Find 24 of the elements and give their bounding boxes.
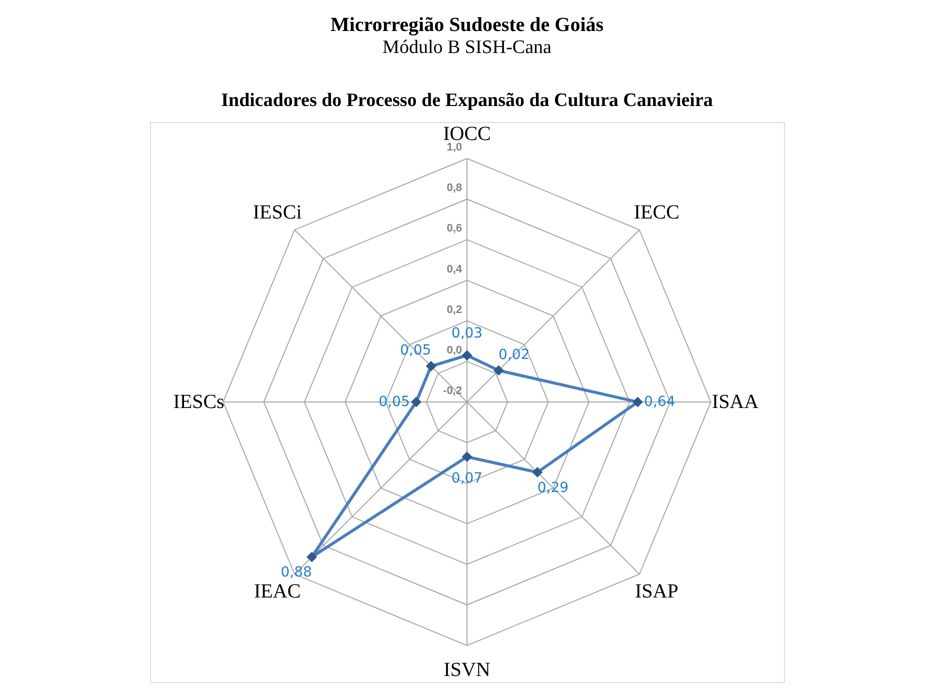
y-tick-label: 0,8 bbox=[446, 182, 462, 194]
data-label: 0,02 bbox=[498, 346, 530, 363]
spoke-label: IEAC bbox=[254, 580, 301, 602]
text: Indicadores do Processo de Expansão da Cultura Canavieira bbox=[221, 90, 714, 111]
data-label: 0,29 bbox=[537, 480, 569, 496]
spoke-label: IECC bbox=[634, 202, 680, 224]
data-label: 0,05 bbox=[400, 342, 432, 359]
spoke-label: ISAP bbox=[634, 580, 678, 602]
data-label: 0,07 bbox=[451, 470, 483, 487]
y-tick-label: 0,6 bbox=[446, 222, 462, 235]
chart-title: Microrregião Sudoeste de Goiás bbox=[330, 14, 604, 36]
data-label: 0,05 bbox=[378, 394, 410, 410]
y-tick-label: 0,4 bbox=[446, 263, 463, 276]
data-label: 0,03 bbox=[451, 325, 483, 342]
spoke-label: IESCs bbox=[173, 391, 225, 413]
spoke-label: IESCi bbox=[252, 202, 302, 224]
data-label: 0,64 bbox=[644, 394, 676, 410]
y-tick-label: 1,0 bbox=[446, 142, 462, 154]
chart-subtitle: Módulo B SISH-Cana bbox=[382, 37, 552, 58]
y-tick-label: 0,0 bbox=[446, 344, 462, 356]
spoke-label: ISAA bbox=[712, 391, 760, 413]
spoke-label: ISVN bbox=[444, 658, 490, 681]
data-label: 0,88 bbox=[280, 564, 312, 580]
y-tick-label: 0,2 bbox=[446, 304, 462, 316]
